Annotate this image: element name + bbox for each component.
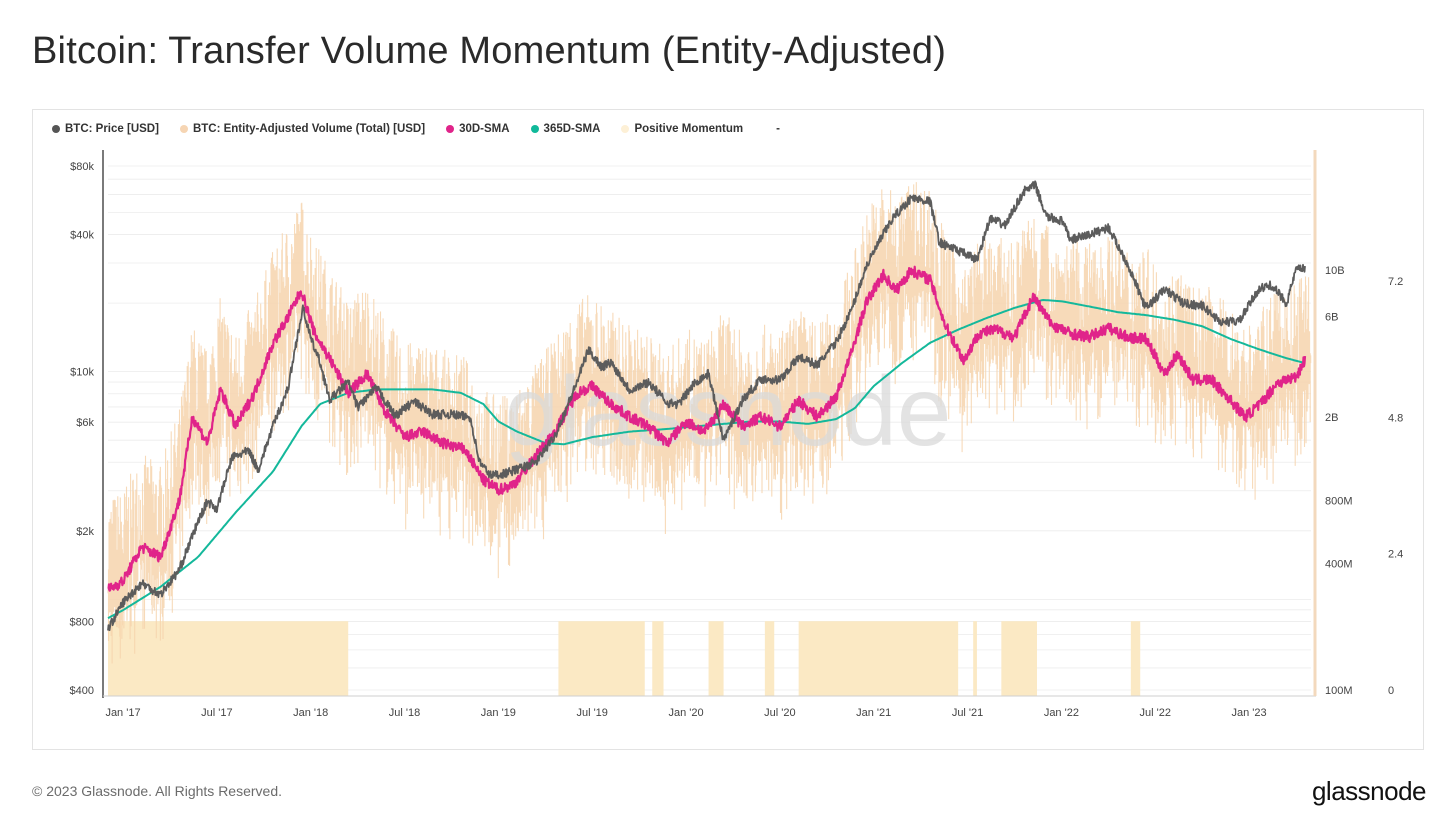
legend-dot-sma365 — [530, 125, 539, 133]
series-sma30 — [107, 265, 1307, 592]
legend-label-momentum: Positive Momentum — [634, 123, 744, 135]
legend-label-sma365: 365D-SMA — [543, 123, 601, 135]
x-tick-label: Jul '19 — [576, 707, 607, 719]
x-tick-label: Jul '17 — [201, 707, 232, 719]
legend-label-sma30: 30D-SMA — [459, 123, 510, 135]
legend-dot-momentum — [621, 125, 630, 133]
line-layer — [107, 180, 1307, 632]
page-title: Bitcoin: Transfer Volume Momentum (Entit… — [32, 30, 947, 72]
x-tick-label: Jan '18 — [293, 707, 328, 719]
y-left-tick-label: $2k — [76, 526, 94, 538]
y-right-volume-tick-label: 10B — [1325, 265, 1345, 277]
y-left-tick-label: $10k — [70, 367, 94, 379]
legend-item-sma30[interactable]: 30D-SMA — [446, 123, 510, 135]
y-left-tick-label: $40k — [70, 230, 94, 242]
momentum-bar-4 — [764, 621, 775, 696]
y-right-volume-tick-label: 6B — [1325, 312, 1338, 324]
y-right-volume-tick-label: 100M — [1325, 685, 1353, 697]
y-right-momentum-tick-label: 0 — [1388, 685, 1394, 697]
momentum-bar-1 — [558, 621, 645, 696]
momentum-bar-6 — [973, 621, 977, 696]
legend-dot-price — [52, 125, 60, 133]
y-right-volume-tick-label: 800M — [1325, 495, 1353, 507]
legend-label-volume: BTC: Entity-Adjusted Volume (Total) [USD… — [192, 123, 426, 135]
legend-dot-sma30 — [446, 125, 455, 133]
y-left-tick-label: $80k — [70, 161, 94, 173]
legend-item-dash: - — [776, 123, 780, 135]
momentum-bar-5 — [798, 621, 959, 696]
footer-copyright: © 2023 Glassnode. All Rights Reserved. — [32, 783, 283, 799]
x-tick-label: Jan '17 — [105, 707, 140, 719]
momentum-bar-3 — [708, 621, 724, 696]
x-tick-label: Jan '20 — [668, 707, 703, 719]
volume-layer — [107, 182, 1312, 664]
y-right-momentum-tick-label: 7.2 — [1388, 276, 1403, 288]
footer-logo: glassnode — [1311, 776, 1427, 806]
axis-layer: $80k $40k $10k $6k $2k $800 $400 10B 6B 2B 800M 400… — [70, 150, 1403, 719]
momentum-bar-2 — [652, 621, 664, 696]
y-right-volume-tick-label: 2B — [1325, 412, 1338, 424]
chart-legend: BTC: Price [USD] BTC: Entity-Adjusted Vo… — [52, 121, 801, 137]
x-tick-label: Jan '22 — [1044, 707, 1079, 719]
series-price — [107, 180, 1306, 632]
momentum-bar-0 — [108, 621, 349, 696]
x-tick-label: Jan '21 — [856, 707, 891, 719]
y-left-tick-label: $800 — [70, 616, 94, 628]
y-right-volume-tick-label: 400M — [1325, 559, 1353, 571]
legend-item-volume[interactable]: BTC: Entity-Adjusted Volume (Total) [USD… — [179, 123, 426, 135]
legend-label-price: BTC: Price [USD] — [65, 123, 159, 135]
y-left-tick-label: $6k — [76, 417, 94, 429]
x-tick-label: Jul '22 — [1140, 707, 1171, 719]
momentum-bar-8 — [1130, 621, 1141, 696]
x-tick-label: Jul '18 — [389, 707, 420, 719]
legend-dot-volume — [179, 125, 188, 133]
y-right-momentum-tick-label: 4.8 — [1388, 412, 1403, 424]
x-tick-label: Jul '21 — [952, 707, 983, 719]
legend-label-dash: - — [776, 123, 780, 135]
momentum-bar-7 — [1001, 621, 1037, 696]
series-volume — [107, 182, 1312, 664]
legend-item-price[interactable]: BTC: Price [USD] — [52, 123, 159, 135]
x-tick-label: Jan '19 — [481, 707, 516, 719]
y-right-momentum-tick-label: 2.4 — [1388, 549, 1403, 561]
momentum-layer — [108, 621, 1141, 696]
legend-item-sma365[interactable]: 365D-SMA — [530, 123, 601, 135]
legend-item-momentum[interactable]: Positive Momentum — [621, 123, 743, 135]
x-tick-label: Jan '23 — [1231, 707, 1266, 719]
x-tick-label: Jul '20 — [764, 707, 795, 719]
y-left-tick-label: $400 — [70, 685, 94, 697]
